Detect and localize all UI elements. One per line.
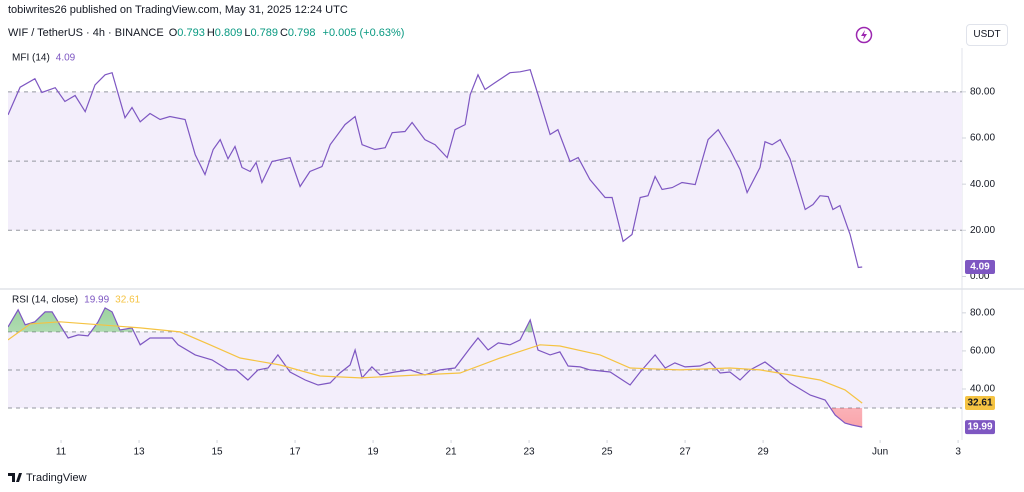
y-tick-label: 80.00 <box>970 307 995 318</box>
flash-icon[interactable] <box>855 26 873 44</box>
currency-button[interactable]: USDT <box>966 24 1008 46</box>
y-tick-label: 0.00 <box>970 271 990 282</box>
footer-brand: TradingView <box>26 472 87 484</box>
last-value-tag <box>965 420 995 435</box>
ohlc-key: O <box>168 27 178 39</box>
ohlc-key: C <box>279 27 288 39</box>
x-tick-label: 27 <box>680 447 692 458</box>
legend-value: 19.99 <box>84 295 109 306</box>
oversold-fill <box>830 408 863 428</box>
x-tick-label: 25 <box>602 447 614 458</box>
last-value-label: 19.99 <box>967 422 992 433</box>
last-value-label: 4.09 <box>970 262 990 273</box>
y-tick-label: 60.00 <box>970 346 995 357</box>
symbol: WIF / TetherUS · 4h · BINANCE <box>8 27 164 39</box>
last-value-label: 32.61 <box>967 398 992 409</box>
y-tick-label: 20.00 <box>970 225 995 236</box>
y-tick-label: 80.00 <box>970 86 995 97</box>
x-tick-label: 23 <box>524 447 536 458</box>
x-tick-label: 15 <box>211 447 223 458</box>
ohlc-value: 0.809 <box>214 27 243 39</box>
legend-title: MFI (14) <box>12 53 50 64</box>
ohlc-value: 0.793 <box>177 27 205 39</box>
ohlc-key: L <box>244 27 251 39</box>
ohlc-value: 0.798 <box>287 27 316 39</box>
symbol-line: WIF / TetherUS · 4h · BINANCE O0.793 H0.8… <box>8 27 406 39</box>
last-value-tag <box>965 396 995 411</box>
legend-title: RSI (14, close) <box>12 295 78 306</box>
x-tick-label: 21 <box>446 447 458 458</box>
series-line <box>8 307 863 428</box>
y-tick-label: 40.00 <box>970 384 995 395</box>
tv-logo <box>8 473 22 482</box>
x-tick-label: 29 <box>758 447 770 458</box>
x-tick-label: 19 <box>368 447 380 458</box>
ohlc-key: H <box>206 27 215 39</box>
y-tick-label: 40.00 <box>970 179 995 190</box>
x-tick-label: 17 <box>289 447 301 458</box>
x-tick-label: 11 <box>56 447 67 458</box>
ohlc-value: 0.789 <box>250 27 278 39</box>
series-line <box>8 69 863 269</box>
ohlc: O0.793 H0.809 L0.789 C0.798 <box>169 27 318 39</box>
x-tick-label: 3 <box>955 447 961 458</box>
legend-value: 32.61 <box>115 295 140 306</box>
series-line <box>8 321 863 404</box>
overbought-fill <box>8 307 863 332</box>
author-line: tobiwrites26 published on TradingView.co… <box>8 4 348 16</box>
legend-value: 4.09 <box>56 53 76 64</box>
x-tick-label: 13 <box>133 447 145 458</box>
x-tick-label: Jun <box>872 447 888 458</box>
last-value-tag <box>965 260 995 275</box>
y-tick-label: 60.00 <box>970 133 995 144</box>
change: +0.005 (+0.63%) <box>322 27 405 39</box>
